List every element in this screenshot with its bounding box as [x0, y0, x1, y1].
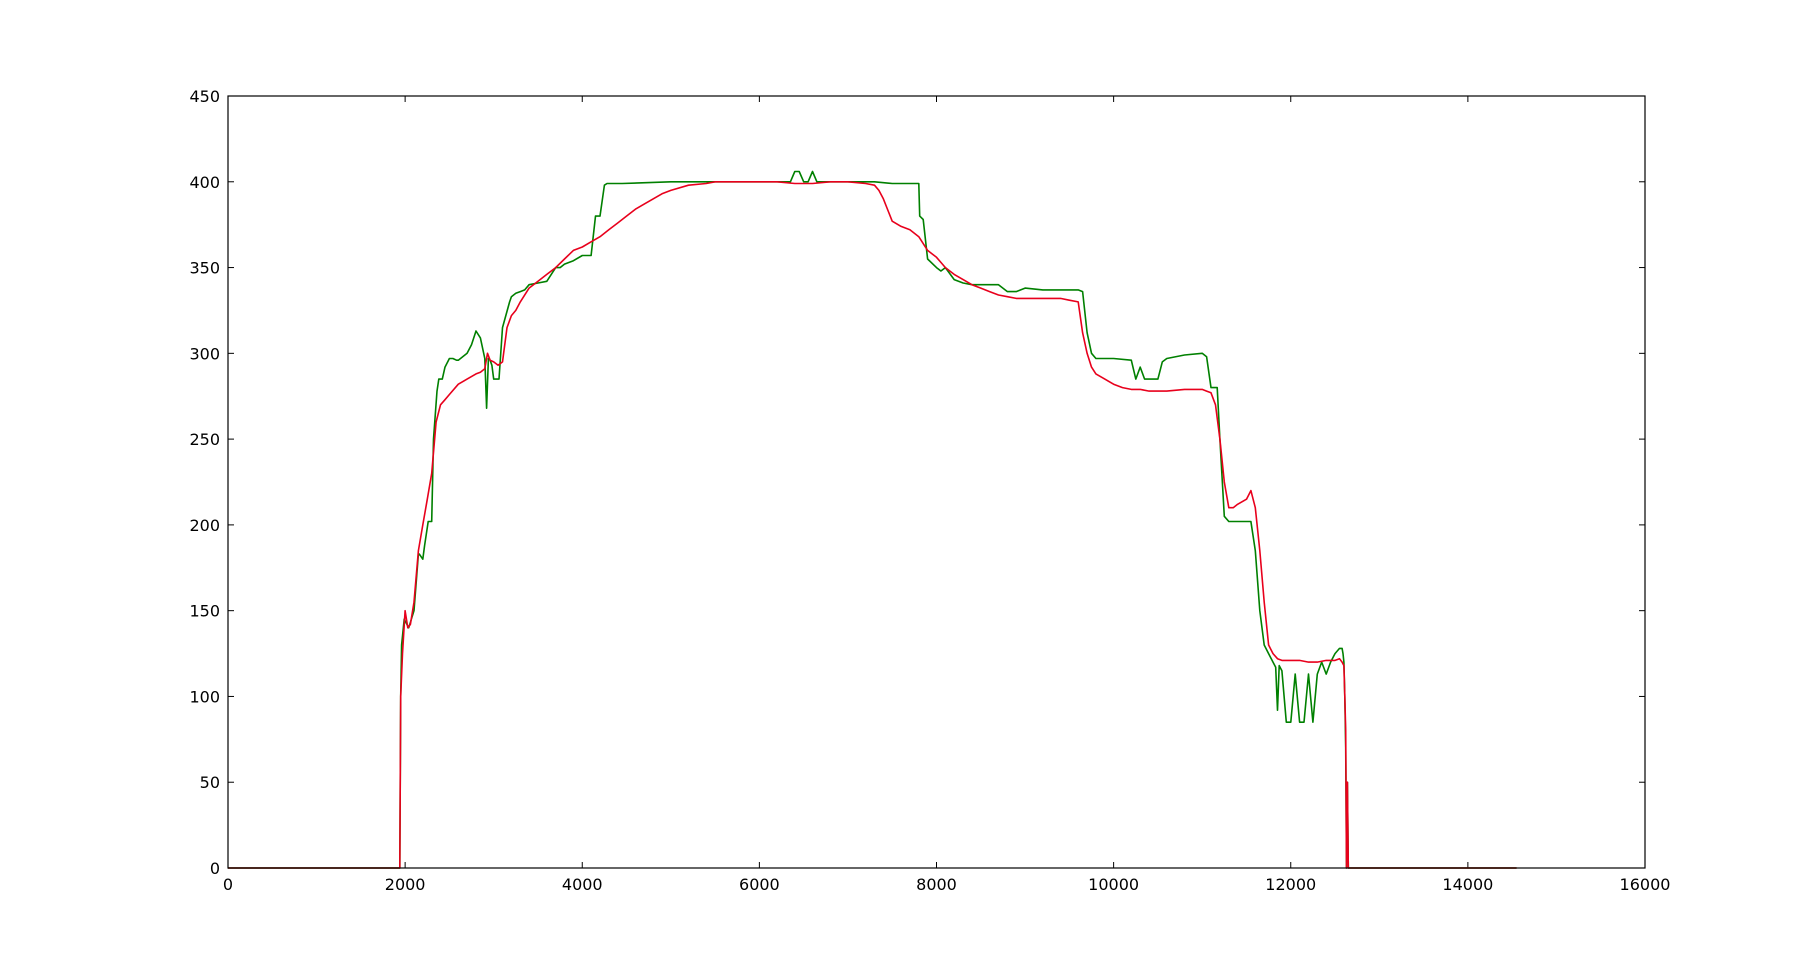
y-tick-label: 150 [189, 602, 220, 621]
x-tick-label: 16000 [1620, 875, 1671, 894]
series-line-green [228, 170, 1517, 869]
x-tick-label: 14000 [1442, 875, 1493, 894]
x-tick-label: 2000 [385, 875, 426, 894]
y-tick-label: 50 [200, 773, 220, 792]
x-tick-label: 6000 [739, 875, 780, 894]
y-tick-label: 350 [189, 259, 220, 278]
y-tick-label: 200 [189, 516, 220, 535]
y-tick-label: 0 [210, 859, 220, 878]
x-tick-label: 10000 [1088, 875, 1139, 894]
series-line-red [228, 181, 1517, 869]
plot-area-frame [227, 95, 1646, 869]
y-tick-label: 450 [189, 87, 220, 106]
y-tick-label: 250 [189, 430, 220, 449]
x-tick-label: 8000 [916, 875, 957, 894]
axis-ticks [227, 95, 1646, 869]
x-tick-label: 0 [223, 875, 233, 894]
y-tick-label: 300 [189, 344, 220, 363]
y-tick-label: 100 [189, 687, 220, 706]
x-tick-labels: 0 2000 4000 6000 8000 10000 12000 14000 16000 [223, 875, 1671, 894]
y-tick-label: 400 [189, 173, 220, 192]
series-layer [228, 170, 1517, 869]
x-tick-label: 4000 [562, 875, 603, 894]
y-tick-labels: 0 50 100 150 200 250 300 350 400 450 [189, 87, 220, 878]
x-tick-label: 12000 [1265, 875, 1316, 894]
